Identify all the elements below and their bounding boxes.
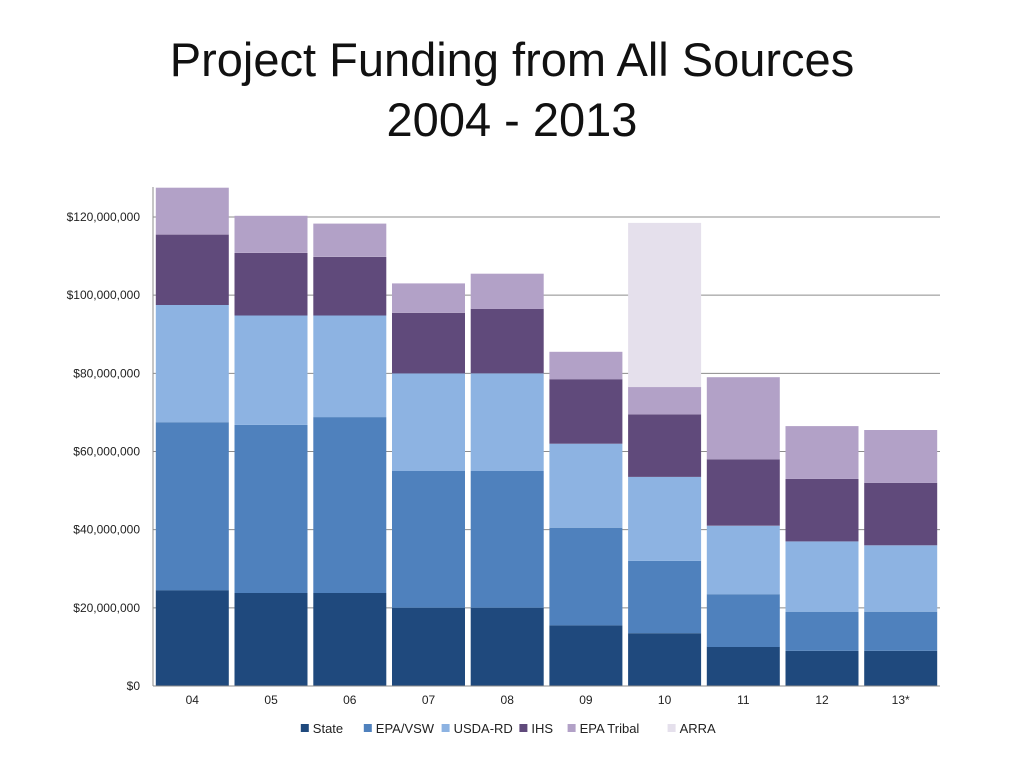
x-tick-label: 09 <box>579 693 593 707</box>
y-tick-label: $100,000,000 <box>67 288 141 302</box>
legend-swatch <box>519 724 528 732</box>
chart-title: Project Funding from All Sources 2004 - … <box>0 30 1024 150</box>
y-tick-label: $20,000,000 <box>73 601 140 615</box>
legend-swatch <box>667 724 676 732</box>
legend-swatch <box>567 724 576 732</box>
bar-segment <box>785 426 859 479</box>
x-tick-label: 13* <box>892 693 910 707</box>
x-tick-label: 10 <box>658 693 672 707</box>
bar-segment <box>785 478 859 542</box>
bar-segment <box>234 424 308 593</box>
legend-label: EPA/VSW <box>376 721 435 736</box>
bar-segment <box>549 443 623 528</box>
y-tick-label: $0 <box>127 679 141 693</box>
bar-segment <box>313 223 387 257</box>
bar-segment <box>392 471 465 608</box>
bar-segment <box>470 607 544 686</box>
bar-segment <box>155 304 229 423</box>
bar-segment <box>706 594 780 647</box>
bar-segment <box>706 459 780 526</box>
legend-label: USDA-RD <box>454 721 513 736</box>
bar-segment <box>628 387 702 415</box>
bar-segment <box>470 471 544 608</box>
x-tick-label: 11 <box>737 693 750 707</box>
bar-segment <box>313 417 387 593</box>
axes: $0 $20,000,000 $40,000,000 $60,000,000 $80,0… <box>67 187 940 707</box>
x-tick-label: 08 <box>501 693 515 707</box>
x-tick-label: 06 <box>343 693 357 707</box>
bar-segment <box>392 312 465 374</box>
legend-label: State <box>313 721 343 736</box>
x-tick-label: 07 <box>422 693 436 707</box>
bar-segment <box>392 373 465 471</box>
chart-title-line-1: Project Funding from All Sources <box>169 33 855 86</box>
y-tick-label: $80,000,000 <box>73 366 140 380</box>
bar-segment <box>234 253 308 316</box>
x-tick-label: 05 <box>264 693 278 707</box>
bar-segment <box>628 476 702 561</box>
bar-segment <box>706 525 780 595</box>
bar-segment <box>470 308 544 374</box>
bar-segment <box>785 541 859 612</box>
legend-label: ARRA <box>680 721 716 736</box>
bar-segment <box>628 633 702 686</box>
bar-segment <box>155 590 229 686</box>
bar-segment <box>392 283 465 313</box>
bar-segment <box>864 482 938 546</box>
legend-swatch <box>441 724 450 732</box>
bar-segment <box>155 234 229 305</box>
bar-segment <box>549 527 623 626</box>
bar-segment <box>313 256 387 316</box>
legend-label: EPA Tribal <box>580 721 640 736</box>
bar-segment <box>392 607 465 686</box>
bar-segment <box>864 611 938 651</box>
bar-segment <box>864 650 938 686</box>
bar-segment <box>864 430 938 483</box>
bar-segment <box>706 377 780 460</box>
y-tick-label: $120,000,000 <box>67 210 141 224</box>
bar-segment <box>155 187 229 235</box>
bar-segment <box>313 315 387 418</box>
bar-segment <box>628 222 702 388</box>
y-tick-label: $60,000,000 <box>73 445 140 459</box>
bar-segment <box>549 625 623 686</box>
bar-segment <box>155 422 229 591</box>
bar-segment <box>313 593 387 686</box>
bar-segment <box>234 593 308 686</box>
bar-segment <box>234 315 308 425</box>
bar-segment <box>706 646 780 686</box>
bar-segment <box>785 611 859 651</box>
legend-label: IHS <box>531 721 553 736</box>
chart-title-line-2: 2004 - 2013 <box>386 93 638 146</box>
legend: State EPA/VSW USDA-RD IHS EPA Tribal ARRA <box>300 721 716 736</box>
y-tick-label: $40,000,000 <box>73 523 140 537</box>
x-tick-label: 04 <box>186 693 200 707</box>
bar-segment <box>549 379 623 444</box>
bar-segment <box>470 273 544 309</box>
bar-segment <box>628 414 702 477</box>
bar-segment <box>549 351 623 380</box>
x-tick-label: 12 <box>815 693 829 707</box>
bars <box>155 187 938 686</box>
legend-swatch <box>363 724 372 732</box>
bar-segment <box>470 373 544 471</box>
legend-swatch <box>300 724 309 732</box>
bar-segment <box>785 650 859 686</box>
bar-segment <box>234 215 308 253</box>
bar-segment <box>628 560 702 634</box>
bar-segment <box>864 545 938 612</box>
